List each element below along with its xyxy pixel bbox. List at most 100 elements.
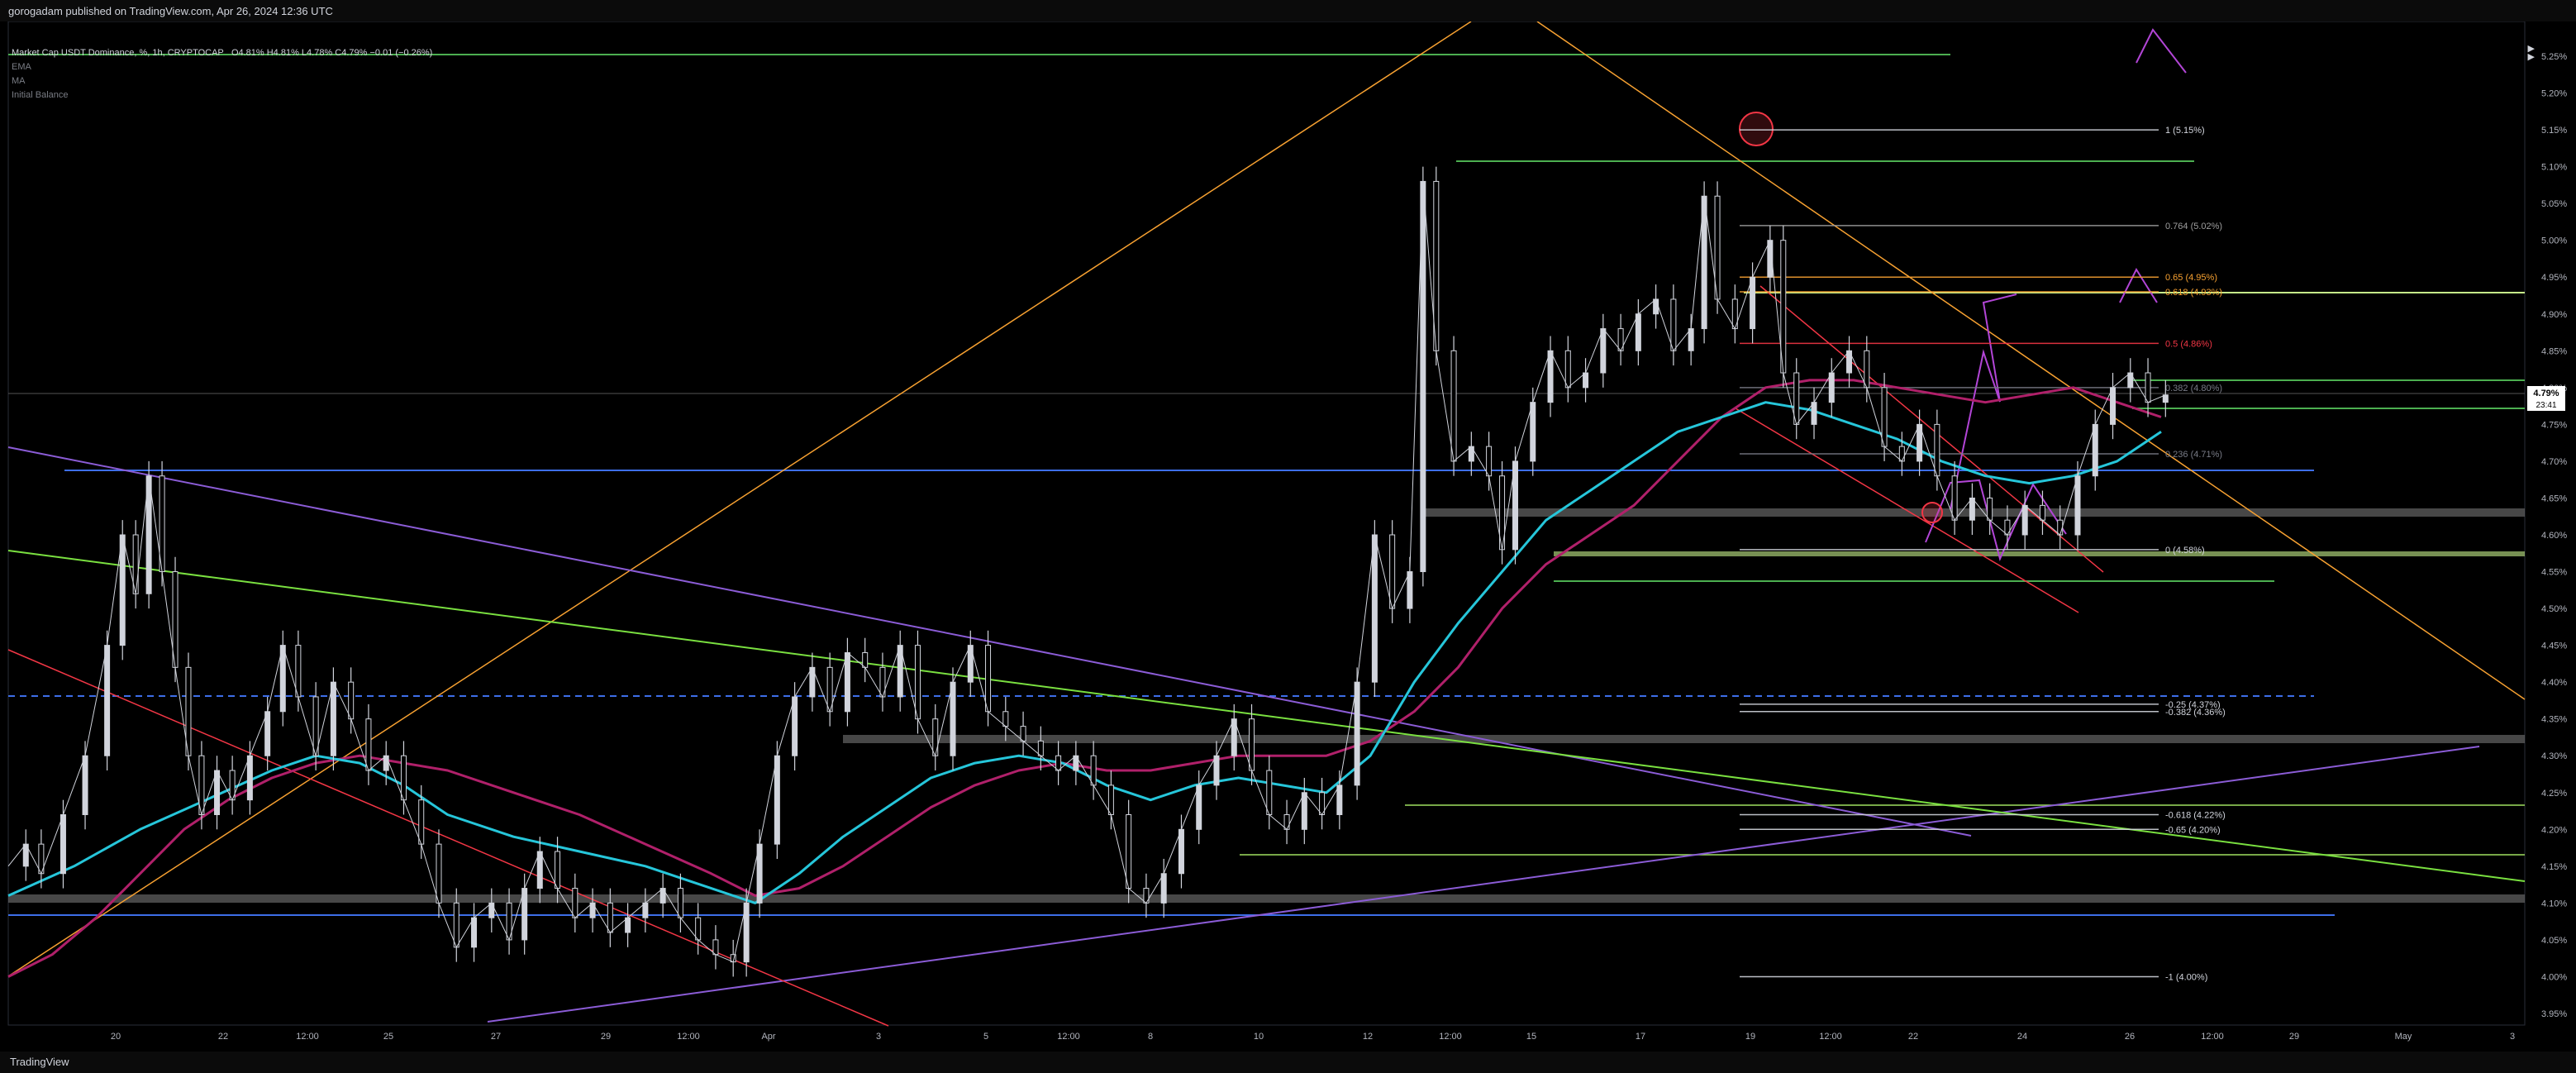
- legend-ma[interactable]: MA: [12, 76, 26, 86]
- price-candle-body: [1178, 828, 1184, 875]
- chart-area[interactable]: 1 (5.15%) 0.764 (5.02%) 0.65 (4.95%) 0.618 …: [0, 21, 2576, 1052]
- fib-level-label: -0.618 (4.22%): [2165, 810, 2226, 820]
- x-tick-label: 12:00: [1439, 1032, 1462, 1042]
- purple-rising-trendline: [487, 746, 2480, 1023]
- price-candle-body: [1213, 755, 1220, 786]
- y-tick-label: 4.05%: [2541, 936, 2567, 946]
- price-series-line: [7, 180, 2166, 963]
- scroll-marker-icon[interactable]: ▶: [2527, 44, 2535, 54]
- tradingview-logo[interactable]: TradingView: [10, 1056, 69, 1068]
- x-tick-label: 22: [1908, 1032, 1918, 1042]
- legend-initial-balance[interactable]: Initial Balance: [12, 90, 69, 100]
- price-candle-body: [2092, 423, 2098, 477]
- y-tick-label: 4.35%: [2541, 715, 2567, 725]
- price-candle-body: [1881, 387, 1888, 447]
- price-candle-body: [2021, 504, 2028, 536]
- price-candle-body: [60, 813, 66, 875]
- price-candle-body: [555, 851, 561, 889]
- price-candle-body: [119, 534, 126, 646]
- legend-ema[interactable]: EMA: [12, 62, 31, 72]
- y-tick-label: 4.70%: [2541, 457, 2567, 467]
- y-tick-label: 5.15%: [2541, 126, 2567, 136]
- price-candle-body: [1160, 873, 1167, 904]
- price-candle-body: [1037, 740, 1044, 756]
- price-candle-body: [383, 755, 389, 771]
- price-candle-body: [1266, 770, 1273, 815]
- price-candle-body: [1002, 711, 1009, 727]
- price-chart[interactable]: 1 (5.15%) 0.764 (5.02%) 0.65 (4.95%) 0.618 …: [0, 21, 2576, 1052]
- x-tick-label: 24: [2017, 1032, 2027, 1042]
- x-tick-label: 3: [876, 1032, 881, 1042]
- y-tick-label: 4.75%: [2541, 420, 2567, 430]
- x-tick-label: 20: [111, 1032, 121, 1042]
- price-series: [7, 166, 2169, 977]
- x-tick-label: 29: [2289, 1032, 2299, 1042]
- y-tick-label: 5.20%: [2541, 89, 2567, 99]
- fib-level-label: 0.5 (4.86%): [2165, 339, 2212, 349]
- price-candle-body: [1547, 350, 1554, 403]
- fib-level-label: 1 (5.15%): [2165, 126, 2205, 136]
- price-candle-body: [950, 681, 956, 756]
- x-tick-label: 5: [983, 1032, 988, 1042]
- price-candle-body: [1987, 497, 1993, 521]
- price-candle-body: [2145, 372, 2151, 403]
- price-candle-body: [279, 645, 286, 713]
- y-axis[interactable]: 5.25% 5.20% 5.15% 5.10% 5.05% 5.00% 4.95% 4.90%…: [2541, 52, 2567, 1019]
- legend-symbol[interactable]: Market Cap USDT Dominance, %, 1h, CRYPTO…: [12, 46, 432, 60]
- price-candle-body: [1107, 784, 1114, 815]
- ma-line: [7, 379, 2162, 978]
- chart-legend: Market Cap USDT Dominance, %, 1h, CRYPTO…: [12, 46, 432, 103]
- high-circle: [1739, 112, 1774, 146]
- x-tick-label: 12:00: [1057, 1032, 1080, 1042]
- grey-zone-2: [843, 735, 2525, 743]
- ema-series-line: [7, 401, 2162, 904]
- price-candle-body: [1934, 423, 1940, 477]
- fibonacci-levels: 1 (5.15%) 0.764 (5.02%) 0.65 (4.95%) 0.618 …: [1740, 126, 2226, 982]
- x-tick-label: 29: [601, 1032, 611, 1042]
- y-tick-label: 4.45%: [2541, 641, 2567, 651]
- scroll-marker-icon-2[interactable]: ▶: [2527, 52, 2535, 62]
- green-falling-trendline: [7, 550, 2526, 882]
- price-candle-body: [1055, 755, 1062, 771]
- y-tick-label: 4.55%: [2541, 568, 2567, 578]
- projection-arrows-2: [1950, 293, 2017, 510]
- price-candle-body: [1354, 681, 1360, 786]
- publish-info: gorogadam published on TradingView.com, …: [8, 5, 333, 17]
- plot-border: [7, 21, 2526, 1026]
- footer-bar: TradingView: [0, 1052, 2576, 1073]
- price-candle-body: [2039, 504, 2045, 521]
- price-candle-body: [1126, 813, 1132, 889]
- price-candle-body: [1750, 276, 1756, 330]
- price-candle-body: [82, 755, 88, 815]
- orange-rising-trendline: [7, 21, 1472, 977]
- price-candle-body: [1653, 298, 1659, 315]
- price-candle-body: [1090, 755, 1097, 786]
- fib-level-label: -0.65 (4.20%): [2165, 825, 2221, 835]
- y-tick-label: 4.00%: [2541, 972, 2567, 982]
- x-tick-label: 12: [1363, 1032, 1373, 1042]
- price-candle-body: [677, 888, 683, 918]
- legend-symbol-text: Market Cap USDT Dominance, %, 1h, CRYPTO…: [12, 48, 224, 58]
- price-candle-body: [471, 917, 478, 948]
- price-candle-body: [642, 902, 649, 918]
- lime-zone-1: [1554, 551, 2525, 556]
- price-candle-body: [1530, 402, 1536, 462]
- low-circle: [1921, 502, 1943, 523]
- price-candle-body: [1301, 792, 1307, 830]
- y-tick-label: 4.60%: [2541, 531, 2567, 541]
- price-candle-body: [1450, 350, 1457, 462]
- x-tick-label: 26: [2125, 1032, 2135, 1042]
- price-candle-body: [453, 902, 459, 948]
- x-tick-label: 8: [1148, 1032, 1153, 1042]
- price-candle-body: [1283, 813, 1290, 830]
- y-tick-label: 4.30%: [2541, 751, 2567, 761]
- price-candle-body: [295, 645, 302, 698]
- price-candle-body: [1407, 571, 1413, 609]
- price-candle-body: [792, 696, 798, 756]
- fib-level-label: 0 (4.58%): [2165, 546, 2205, 556]
- y-tick-label: 4.40%: [2541, 678, 2567, 688]
- price-candle-body: [1336, 784, 1343, 815]
- purple-falling-trendline: [7, 446, 1972, 837]
- price-candle-body: [1249, 718, 1255, 771]
- x-axis[interactable]: 20 22 12:00 25 27 29 12:00 Apr 3 5 12:00 8 10 12 12:00…: [111, 1032, 2515, 1042]
